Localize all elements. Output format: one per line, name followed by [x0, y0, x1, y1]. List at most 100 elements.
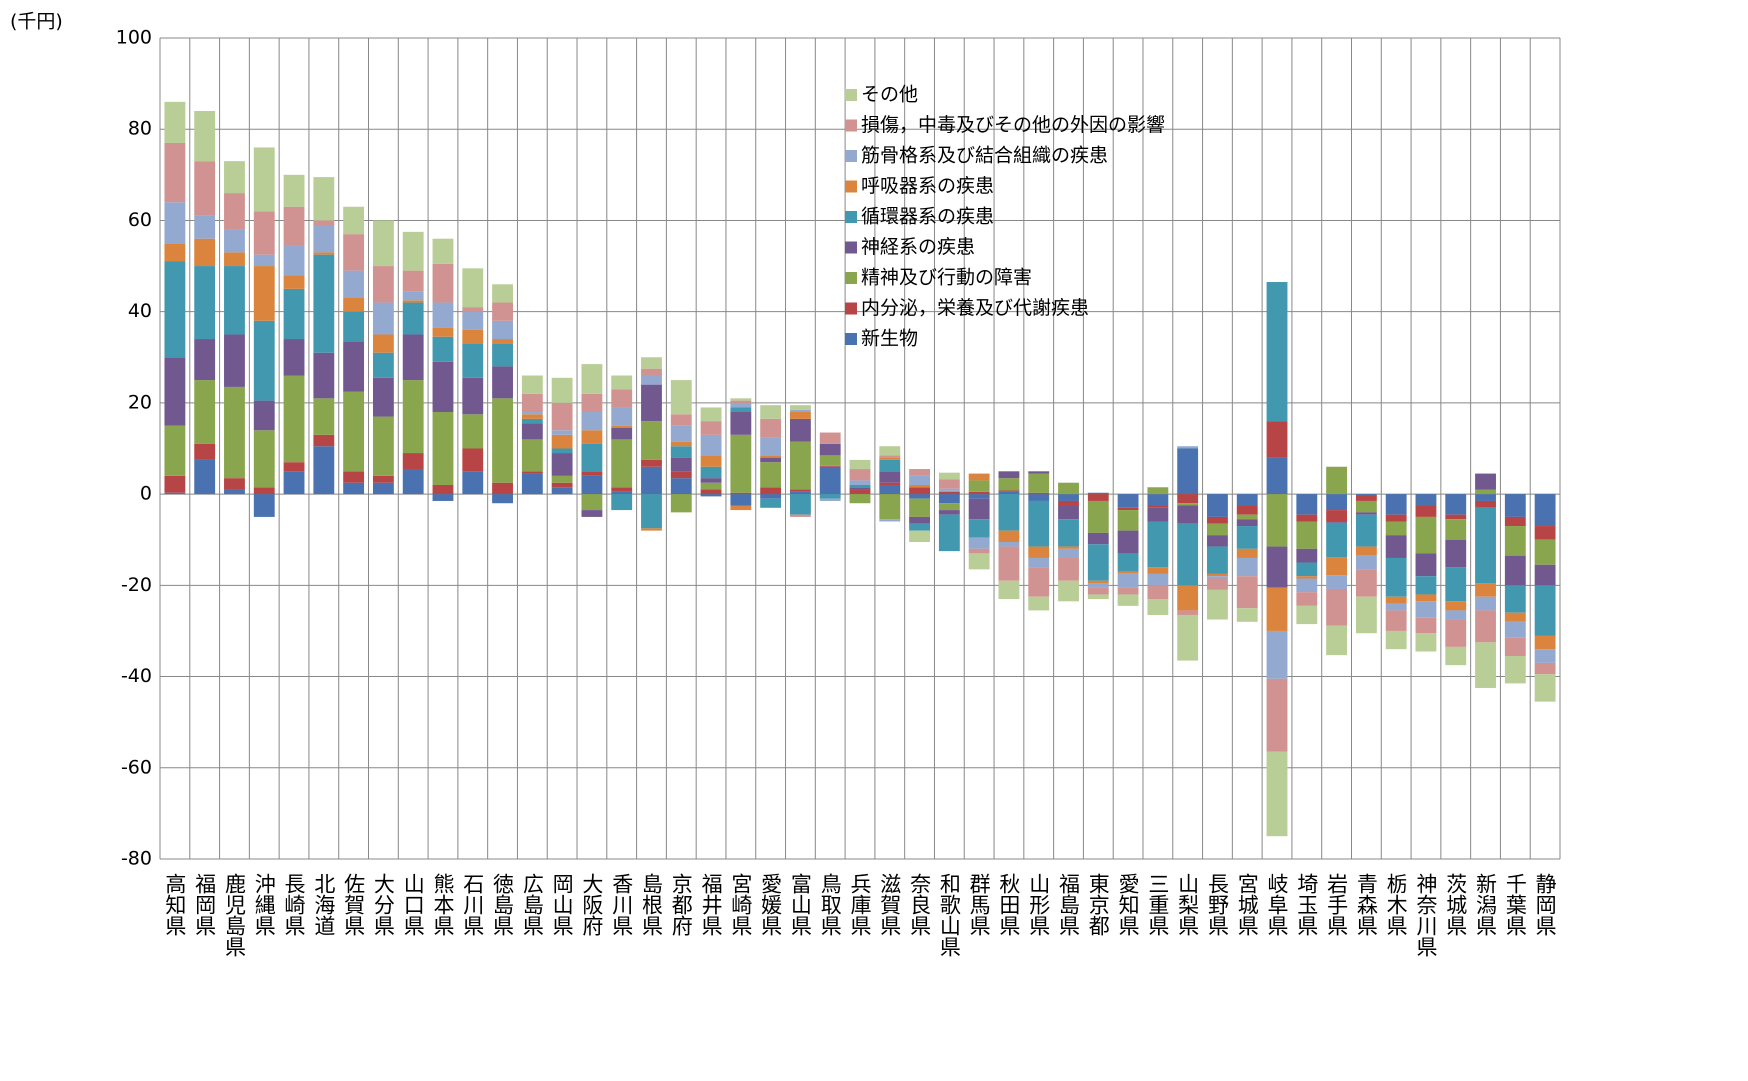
bar-segment: [551, 402, 573, 431]
bar-segment: [849, 487, 871, 490]
bar-segment: [849, 459, 871, 470]
bar-segment: [551, 434, 573, 449]
bar-segment: [1266, 494, 1288, 547]
bar-segment: [1445, 539, 1467, 568]
bar-segment: [1475, 489, 1496, 495]
bar-segment: [253, 487, 275, 495]
bar-segment: [462, 448, 484, 472]
bar-segment: [343, 311, 365, 342]
bar-segment: [1385, 610, 1407, 631]
bar-segment: [1207, 523, 1228, 536]
bar-segment: [760, 455, 782, 458]
bar-segment: [432, 336, 454, 362]
bar-segment: [1504, 637, 1526, 657]
bar-segment: [1028, 494, 1050, 501]
bar-segment: [1415, 494, 1437, 506]
y-tick-label: 20: [128, 391, 152, 413]
bar-segment: [1355, 555, 1377, 570]
bar-segment: [611, 389, 633, 408]
x-tick-label: 新潟県: [1474, 873, 1498, 936]
bar-segment: [730, 412, 752, 435]
bar-segment: [1534, 649, 1556, 663]
bar-segment: [492, 320, 513, 340]
bar-segment: [1177, 523, 1199, 586]
bar-segment: [164, 142, 186, 203]
bar-segment: [1415, 594, 1437, 602]
x-tick-label: 大分県: [371, 873, 395, 936]
x-tick-label: 島根県: [639, 873, 663, 936]
bar-segment: [790, 405, 811, 410]
bar-segment: [611, 427, 633, 440]
bar-segment: [1147, 507, 1169, 522]
bar-segment: [1177, 503, 1199, 506]
legend-label: その他: [861, 84, 918, 106]
bar-segment: [968, 548, 990, 554]
bar-segment: [1475, 596, 1496, 611]
bar-segment: [670, 471, 692, 479]
x-tick-label: 三重県: [1146, 873, 1170, 936]
x-tick-label: 大阪府: [580, 873, 604, 936]
bar-segment: [313, 434, 335, 447]
bar-segment: [1475, 583, 1496, 597]
y-tick-label: -40: [121, 665, 152, 687]
bar-segment: [879, 455, 901, 458]
bar-segment: [1475, 473, 1496, 490]
bar-segment: [1296, 514, 1318, 522]
bar-segment: [790, 412, 811, 419]
bar-segment: [1445, 601, 1467, 611]
bar-segment: [164, 492, 186, 495]
bar-segment: [1296, 576, 1318, 579]
bar-segment: [611, 491, 633, 495]
bar-segment: [998, 490, 1020, 492]
bar-segment: [581, 393, 603, 413]
bar-segment: [938, 490, 960, 492]
bar-segment: [1266, 751, 1288, 837]
bar-segment: [1058, 482, 1079, 495]
bar-segment: [1445, 610, 1467, 620]
legend-swatch: [845, 150, 857, 162]
bar-segment: [998, 580, 1020, 600]
bar-segment: [790, 494, 811, 515]
y-tick-label: -60: [121, 756, 152, 778]
bar-segment: [1058, 546, 1079, 549]
x-tick-label: 奈良県: [908, 873, 932, 936]
bar-segment: [819, 466, 841, 495]
bar-segment: [790, 409, 811, 413]
bar-segment: [1028, 567, 1050, 597]
bar-segment: [909, 516, 930, 524]
bar-segment: [1207, 573, 1228, 577]
bar-segment: [1147, 599, 1169, 615]
bar-segment: [1028, 492, 1050, 495]
y-tick-label: 100: [116, 27, 152, 49]
bar-segment: [998, 471, 1020, 479]
bar-segment: [1355, 512, 1377, 515]
y-tick-label: -20: [121, 574, 152, 596]
bar-segment: [1087, 544, 1109, 581]
bar-segment: [1147, 573, 1169, 586]
bar-segment: [462, 268, 484, 308]
bar-segment: [700, 455, 722, 467]
bar-segment: [1415, 633, 1437, 652]
bar-segment: [1475, 500, 1496, 508]
bar-segment: [283, 288, 305, 340]
bar-segment: [1475, 610, 1496, 643]
bar-segment: [492, 366, 513, 399]
bar-segment: [938, 491, 960, 495]
bar-segment: [1355, 495, 1377, 501]
bar-segment: [581, 475, 603, 495]
bar-segment: [1534, 635, 1556, 650]
bar-segment: [998, 542, 1020, 547]
bar-segment: [1504, 585, 1526, 613]
bar-segment: [164, 425, 186, 476]
bar-segment: [313, 220, 335, 226]
bar-segment: [879, 457, 901, 460]
bar-segment: [194, 380, 216, 444]
bar-segment: [849, 480, 871, 485]
y-tick-label: 80: [128, 118, 152, 140]
bar-segment: [224, 478, 245, 490]
bar-segment: [224, 161, 245, 194]
bar-segment: [1534, 585, 1556, 636]
bar-segment: [194, 238, 216, 267]
bar-segment: [1445, 494, 1467, 515]
legend-swatch: [845, 211, 857, 223]
